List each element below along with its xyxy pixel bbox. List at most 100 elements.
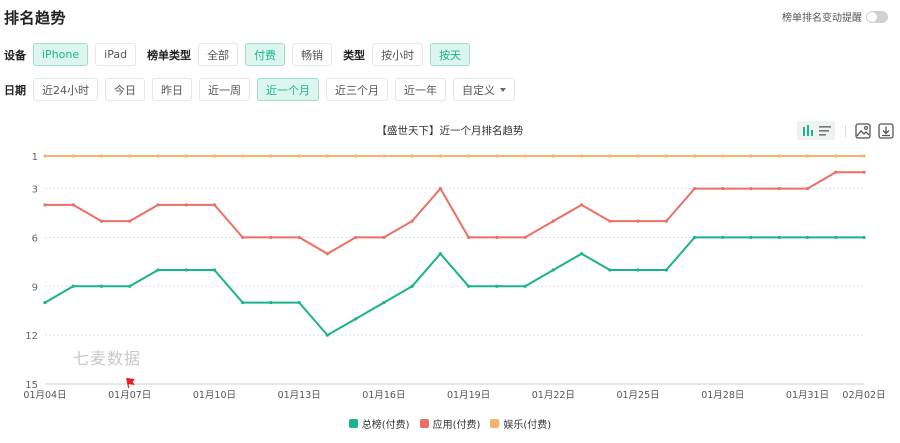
- date-today-button[interactable]: 今日: [105, 78, 145, 101]
- data-point[interactable]: [269, 300, 273, 305]
- data-point[interactable]: [382, 300, 386, 305]
- data-point[interactable]: [777, 154, 781, 158]
- data-point[interactable]: [43, 203, 47, 207]
- data-point[interactable]: [692, 186, 697, 191]
- data-point[interactable]: [523, 235, 527, 240]
- data-point[interactable]: [156, 203, 160, 207]
- chart-type-grossing-button[interactable]: 畅销: [292, 43, 333, 66]
- device-iphone-button[interactable]: iPhone: [33, 43, 89, 66]
- data-point[interactable]: [749, 235, 753, 240]
- data-point[interactable]: [862, 154, 866, 158]
- data-point[interactable]: [71, 284, 75, 288]
- data-point[interactable]: [579, 252, 584, 256]
- data-point[interactable]: [523, 284, 527, 288]
- data-point[interactable]: [382, 154, 386, 158]
- data-point[interactable]: [128, 219, 132, 223]
- legend-item[interactable]: 总榜(付费): [348, 416, 410, 431]
- data-point[interactable]: [805, 186, 810, 191]
- data-point[interactable]: [99, 219, 104, 223]
- data-point[interactable]: [636, 268, 640, 272]
- data-point[interactable]: [354, 154, 358, 158]
- data-point[interactable]: [721, 186, 725, 191]
- data-point[interactable]: [43, 154, 47, 158]
- data-point[interactable]: [354, 317, 358, 321]
- data-point[interactable]: [495, 154, 499, 158]
- data-point[interactable]: [777, 235, 781, 240]
- data-point[interactable]: [692, 235, 697, 240]
- data-point[interactable]: [241, 235, 245, 240]
- list-icon[interactable]: [816, 122, 833, 139]
- date-week-button[interactable]: 近一周: [199, 78, 250, 101]
- data-point[interactable]: [184, 154, 188, 158]
- type-daily-button[interactable]: 按天: [430, 43, 471, 66]
- data-point[interactable]: [636, 154, 640, 158]
- data-point[interactable]: [325, 252, 330, 256]
- date-month-button[interactable]: 近一个月: [257, 78, 319, 101]
- data-point[interactable]: [438, 154, 442, 158]
- data-point[interactable]: [269, 154, 273, 158]
- data-point[interactable]: [664, 154, 668, 158]
- data-point[interactable]: [721, 154, 725, 158]
- series-line[interactable]: [44, 236, 864, 337]
- date-year-button[interactable]: 近一年: [395, 78, 446, 101]
- image-save-icon[interactable]: [854, 122, 871, 139]
- data-point[interactable]: [692, 154, 697, 158]
- series-line[interactable]: [45, 171, 864, 255]
- date-yesterday-button[interactable]: 昨日: [152, 78, 192, 101]
- data-point[interactable]: [43, 300, 47, 305]
- data-point[interactable]: [184, 268, 188, 272]
- data-point[interactable]: [241, 154, 245, 158]
- data-point[interactable]: [71, 203, 75, 207]
- data-point[interactable]: [608, 268, 612, 272]
- data-point[interactable]: [325, 154, 330, 158]
- data-point[interactable]: [212, 154, 217, 158]
- data-point[interactable]: [862, 170, 866, 174]
- legend-item[interactable]: 应用(付费): [419, 416, 480, 431]
- data-point[interactable]: [579, 203, 584, 207]
- data-point[interactable]: [354, 235, 358, 240]
- data-point[interactable]: [156, 268, 160, 272]
- date-custom-dropdown[interactable]: 自定义: [453, 78, 515, 101]
- data-point[interactable]: [664, 219, 668, 223]
- data-point[interactable]: [523, 154, 527, 158]
- data-point[interactable]: [749, 154, 753, 158]
- data-point[interactable]: [834, 170, 838, 174]
- chart-type-all-button[interactable]: 全部: [198, 43, 239, 66]
- data-point[interactable]: [467, 235, 471, 240]
- data-point[interactable]: [297, 235, 301, 240]
- type-hourly-button[interactable]: 按小时: [372, 43, 424, 66]
- data-point[interactable]: [551, 154, 555, 158]
- device-ipad-button[interactable]: iPad: [95, 43, 137, 66]
- data-point[interactable]: [269, 235, 273, 240]
- data-point[interactable]: [721, 235, 725, 240]
- data-point[interactable]: [184, 203, 188, 207]
- data-point[interactable]: [608, 219, 612, 223]
- data-point[interactable]: [805, 154, 810, 158]
- data-point[interactable]: [438, 186, 442, 191]
- data-point[interactable]: [156, 154, 160, 158]
- date-3months-button[interactable]: 近三个月: [326, 78, 388, 101]
- data-point[interactable]: [99, 284, 104, 288]
- legend-item[interactable]: 娱乐(付费): [490, 416, 551, 431]
- data-point[interactable]: [410, 284, 414, 288]
- data-point[interactable]: [212, 268, 217, 272]
- data-point[interactable]: [749, 186, 753, 191]
- data-point[interactable]: [410, 154, 414, 158]
- data-point[interactable]: [805, 235, 810, 240]
- data-point[interactable]: [664, 268, 668, 272]
- alert-toggle[interactable]: [866, 10, 888, 23]
- data-point[interactable]: [467, 284, 471, 288]
- chart-type-paid-button[interactable]: 付费: [245, 43, 286, 66]
- flag-icon[interactable]: [126, 377, 135, 389]
- data-point[interactable]: [71, 154, 75, 158]
- data-point[interactable]: [579, 154, 584, 158]
- data-point[interactable]: [325, 333, 330, 337]
- data-point[interactable]: [297, 300, 301, 305]
- data-point[interactable]: [777, 186, 781, 191]
- data-point[interactable]: [551, 219, 555, 223]
- data-point[interactable]: [551, 268, 555, 272]
- data-point[interactable]: [834, 235, 838, 240]
- data-point[interactable]: [410, 219, 414, 223]
- download-icon[interactable]: [877, 122, 894, 139]
